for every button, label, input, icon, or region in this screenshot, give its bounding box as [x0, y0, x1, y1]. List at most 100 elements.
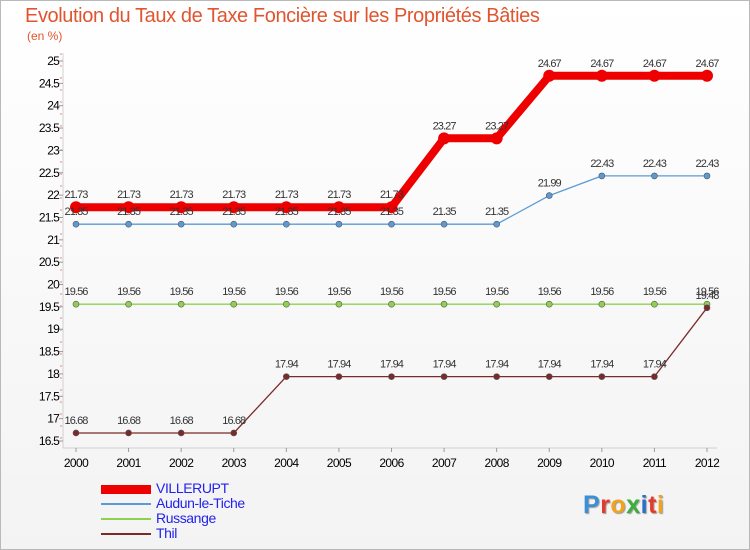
y-tick-label: 21.5 — [39, 210, 60, 224]
data-label: 21.35 — [170, 206, 194, 218]
x-tick-label: 2003 — [222, 456, 247, 470]
data-point — [701, 69, 713, 82]
series-line — [72, 71, 711, 212]
data-point — [283, 373, 290, 380]
y-axis-unit: (en %) — [27, 29, 63, 43]
data-label: 22.43 — [590, 158, 614, 170]
axes — [60, 53, 717, 449]
data-point — [543, 69, 556, 82]
data-point — [545, 373, 553, 380]
data-label: 21.35 — [485, 206, 509, 218]
data-point — [70, 201, 82, 214]
data-point — [440, 220, 448, 228]
data-label: 17.94 — [485, 359, 509, 371]
data-point — [651, 300, 658, 308]
data-point — [493, 220, 500, 228]
data-point — [490, 132, 503, 145]
data-point — [335, 220, 343, 228]
data-point — [388, 373, 395, 380]
data-label: 24.67 — [590, 58, 614, 70]
data-labels: 21.73 21.73 21.73 21.73 21.73 21.73 21.73 23.27… — [64, 58, 720, 427]
y-tick-label: 18 — [47, 367, 60, 381]
y-tick-label: 16.5 — [39, 434, 60, 448]
y-tick-label: 20.5 — [39, 255, 60, 269]
data-label: 24.67 — [538, 58, 562, 70]
data-point — [440, 300, 448, 308]
y-tick-label: 17.5 — [39, 389, 60, 403]
legend-label: Russange — [156, 510, 216, 526]
data-point — [388, 300, 395, 308]
y-tick-label: 20 — [47, 278, 60, 292]
data-label: 21.73 — [222, 189, 246, 201]
legend-label: Audun-le-Tiche — [156, 495, 245, 511]
data-label: 22.43 — [695, 158, 719, 170]
data-label: 19.56 — [590, 286, 614, 298]
data-point — [72, 300, 80, 308]
y-tick-label: 18.5 — [39, 345, 60, 359]
data-label: 23.27 — [485, 120, 509, 132]
data-point — [122, 201, 135, 214]
logo-letter: x — [626, 491, 641, 519]
data-label: 21.73 — [327, 189, 351, 201]
data-label: 21.35 — [275, 206, 299, 218]
x-axis-ticks: 2000 2001 2002 2003 2004 2005 2006 2007 2008 2009… — [64, 448, 721, 470]
data-label: 21.35 — [64, 206, 88, 218]
data-point — [280, 201, 293, 214]
data-label: 17.94 — [643, 359, 667, 371]
legend-label: Thil — [156, 525, 177, 541]
x-tick-label: 2007 — [432, 456, 457, 470]
data-point — [493, 300, 500, 308]
data-label: 19.56 — [538, 286, 562, 298]
data-label: 17.94 — [538, 359, 562, 371]
data-label: 22.43 — [643, 158, 667, 170]
chart-title: Evolution du Taux de Taxe Foncière sur l… — [25, 5, 540, 27]
data-label: 21.73 — [275, 189, 299, 201]
series-layer — [70, 69, 713, 437]
data-label: 21.35 — [327, 206, 351, 218]
data-label: 17.94 — [433, 359, 457, 371]
x-tick-label: 2008 — [485, 456, 510, 470]
data-point — [438, 132, 451, 145]
data-label: 21.73 — [380, 189, 404, 201]
data-label: 21.35 — [380, 206, 404, 218]
logo-letter: o — [610, 491, 627, 519]
data-label: 19.56 — [222, 286, 246, 298]
data-label: 16.68 — [170, 415, 194, 427]
logo-letter: P — [583, 491, 601, 519]
x-tick-label: 2006 — [379, 456, 404, 470]
y-tick-label: 23.5 — [39, 121, 60, 135]
legend-swatch — [101, 503, 151, 505]
data-point — [177, 300, 185, 308]
proxiti-logo: Proxiti — [583, 491, 664, 520]
data-label: 23.27 — [433, 120, 457, 132]
data-point — [230, 220, 238, 228]
data-label: 24.67 — [695, 58, 719, 70]
data-label: 19.56 — [380, 286, 404, 298]
data-point — [230, 300, 238, 308]
data-label: 21.35 — [117, 206, 141, 218]
data-label: 16.68 — [117, 415, 141, 427]
data-point — [703, 172, 711, 180]
data-point — [598, 373, 606, 380]
data-label: 19.56 — [643, 286, 667, 298]
data-label: 21.73 — [117, 189, 141, 201]
data-label: 19.56 — [485, 286, 509, 298]
data-point — [651, 172, 658, 180]
data-point — [545, 192, 553, 199]
y-tick-label: 24.5 — [39, 76, 60, 90]
logo-letter: t — [648, 491, 657, 519]
y-tick-label: 21 — [47, 233, 60, 247]
y-tick-label: 22 — [47, 188, 60, 202]
data-label: 21.35 — [433, 206, 457, 218]
logo-letter: i — [656, 491, 665, 519]
y-tick-label: 19.5 — [39, 300, 60, 314]
x-tick-label: 2002 — [169, 456, 194, 470]
data-point — [125, 220, 132, 228]
x-tick-label: 2001 — [116, 456, 141, 470]
series-audun-le-tiche — [72, 172, 711, 228]
legend-label: VILLERUPT — [156, 480, 229, 496]
data-label: 19.56 — [117, 286, 141, 298]
data-label: 17.94 — [275, 359, 299, 371]
